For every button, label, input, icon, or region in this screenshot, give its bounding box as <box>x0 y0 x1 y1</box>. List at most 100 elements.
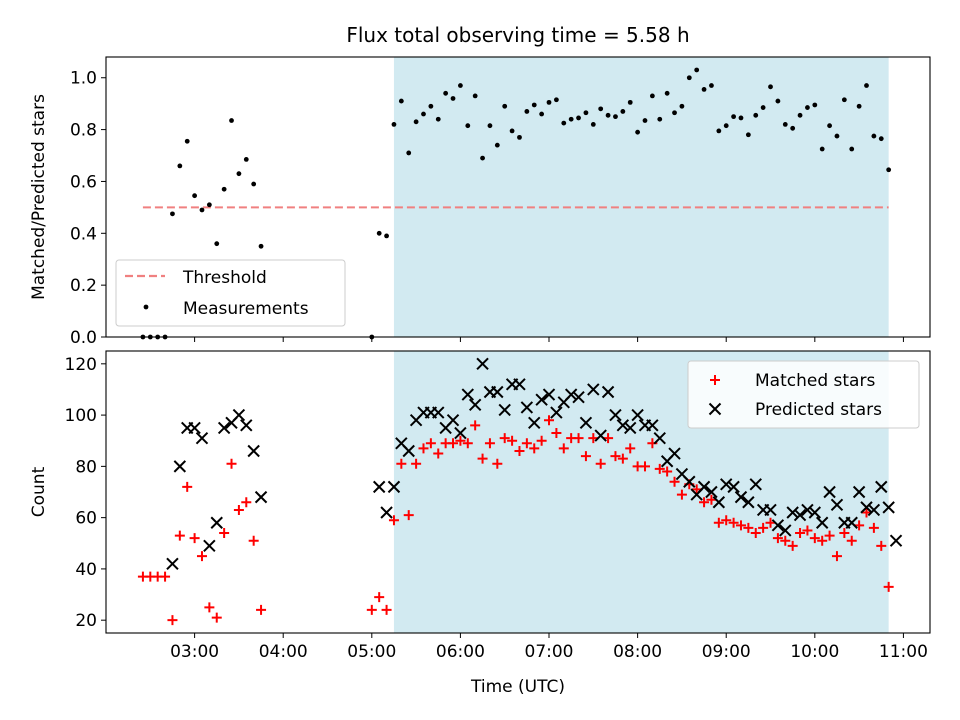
matched-stars-point <box>750 528 761 539</box>
measurement-point <box>649 93 655 99</box>
predicted-stars-point <box>587 383 600 396</box>
y-tick-label: 0.6 <box>70 172 97 192</box>
measurement-point <box>391 122 397 127</box>
predicted-stars-point <box>601 385 615 399</box>
observing-window-shade <box>393 57 889 337</box>
predicted-stars-point <box>882 501 895 514</box>
x-tick-label: 07:00 <box>525 642 574 662</box>
matched-stars-point <box>204 602 215 613</box>
measurement-point <box>635 129 641 135</box>
measurement-point <box>753 112 759 118</box>
predicted-stars-point <box>387 480 401 494</box>
matched-stars-point <box>735 520 746 531</box>
matched-stars-point <box>477 453 488 464</box>
matched-stars-point <box>809 533 820 544</box>
measurement-point <box>598 106 604 112</box>
legend-predicted-swatch <box>708 402 722 416</box>
predicted-stars-point <box>188 421 201 435</box>
matched-stars-point <box>588 433 599 444</box>
measurement-point <box>664 90 670 96</box>
top-y-axis-label: Matched/Predicted stars <box>29 94 49 300</box>
matched-stars-point <box>765 517 776 528</box>
predicted-stars-point <box>594 429 607 442</box>
matched-stars-point <box>514 445 525 456</box>
matched-stars-point <box>802 525 813 536</box>
measurement-point <box>694 67 700 73</box>
predicted-stars-point <box>609 408 622 422</box>
predicted-stars-point <box>793 508 807 522</box>
measurement-point <box>657 116 663 122</box>
measurement-point <box>679 103 685 109</box>
predicted-stars-point <box>705 485 718 499</box>
measurement-point <box>805 105 810 110</box>
predicted-stars-point <box>683 475 696 488</box>
predicted-stars-point <box>247 444 260 458</box>
predicted-stars-point <box>210 516 223 529</box>
legend-threshold-label: Threshold <box>182 268 267 288</box>
matched-stars-point <box>795 528 806 539</box>
predicted-stars-point <box>491 385 504 399</box>
predicted-stars-point <box>646 419 659 432</box>
matched-stars-point <box>219 528 230 539</box>
y-tick-label: 0.2 <box>70 276 97 296</box>
predicted-stars-point <box>513 378 526 391</box>
measurement-point <box>502 103 508 109</box>
matched-stars-point <box>669 476 680 487</box>
predicted-stars-point <box>823 485 836 499</box>
measurement-point <box>812 102 818 108</box>
measurement-point <box>376 230 382 236</box>
predicted-stars-point <box>468 398 482 412</box>
y-tick-label: 80 <box>75 457 97 477</box>
predicted-stars-point <box>461 388 474 401</box>
matched-stars-point <box>507 435 518 446</box>
matched-stars-point <box>374 592 385 603</box>
measurement-point <box>731 114 736 120</box>
matched-stars-point <box>603 433 614 444</box>
matched-stars-point <box>617 453 628 464</box>
measurement-point <box>819 146 825 152</box>
measurement-point <box>849 146 855 152</box>
matched-stars-point <box>558 443 569 454</box>
matched-stars-point <box>817 535 828 546</box>
measurement-point <box>458 83 463 88</box>
predicted-stars-point <box>432 406 445 419</box>
matched-stars-point <box>521 438 532 449</box>
measurement-point <box>243 157 249 162</box>
matched-stars-point <box>780 535 791 546</box>
predicted-stars-point <box>380 506 393 519</box>
matched-stars-point <box>189 533 200 544</box>
measurement-point <box>384 233 389 239</box>
measurement-point <box>509 128 515 134</box>
measurement-point <box>236 171 242 177</box>
matched-stars-point <box>499 433 510 444</box>
predicted-stars-point <box>764 503 777 517</box>
x-tick-label: 05:00 <box>347 642 396 662</box>
top-panel-ratio: 0.0 0.2 0.4 0.6 0.8 1.0 Matched/Predicted sta… <box>29 56 931 348</box>
measurement-point <box>878 136 884 142</box>
measurement-point <box>864 83 869 88</box>
matched-stars-point <box>662 466 673 477</box>
matched-stars-point <box>573 433 584 444</box>
matched-stars-point <box>403 510 414 521</box>
measurement-point <box>686 75 692 81</box>
measurement-point <box>450 96 456 101</box>
matched-stars-point <box>772 533 783 544</box>
measurement-point <box>627 99 633 105</box>
matched-stars-point <box>676 489 687 500</box>
y-tick-label: 0.0 <box>70 328 97 348</box>
measurement-point <box>221 186 227 192</box>
predicted-stars-point <box>771 519 785 532</box>
predicted-stars-point <box>402 444 415 458</box>
matched-stars-point <box>396 458 407 469</box>
measurement-point <box>760 105 766 110</box>
measurement-point <box>531 102 537 108</box>
measurement-point <box>642 118 648 123</box>
y-tick-label: 100 <box>65 406 97 426</box>
measurement-point <box>539 111 545 117</box>
matched-stars-point <box>625 443 636 454</box>
predicted-stars-point <box>712 496 726 509</box>
predicted-stars-point <box>808 506 822 519</box>
predicted-stars-point <box>550 406 563 419</box>
matched-stars-point <box>418 443 429 454</box>
predicted-stars-point <box>697 480 711 494</box>
